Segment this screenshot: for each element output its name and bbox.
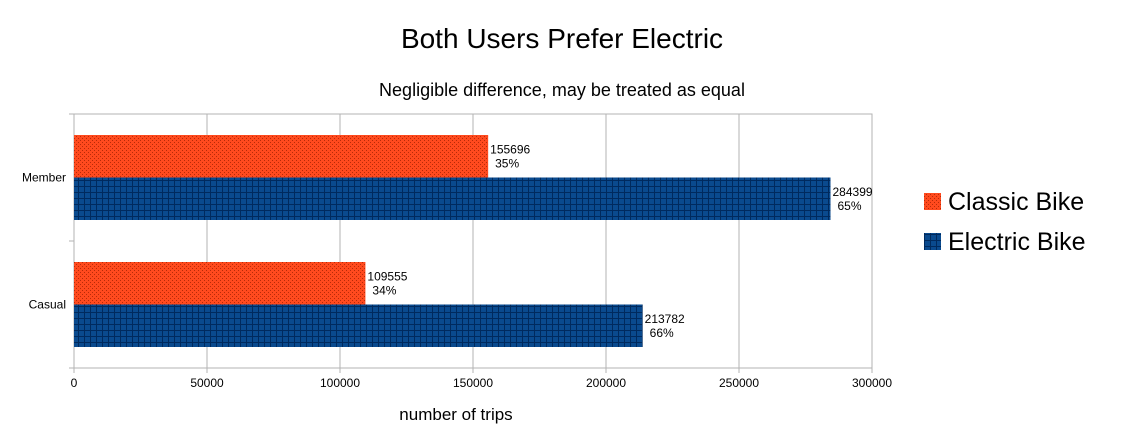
data-label-percent: 35% [495,156,519,170]
y-category-label: Member [22,171,66,185]
data-label-value: 284399 [833,185,873,199]
bar-classic-bike [74,135,489,178]
data-label-percent: 34% [372,283,396,297]
data-label-value: 155696 [490,142,530,156]
data-label-value: 213782 [645,312,685,326]
x-tick-label: 200000 [586,376,626,390]
legend: Classic Bike Electric Bike [924,188,1086,256]
x-tick-label: 100000 [320,376,360,390]
data-label-percent: 66% [650,326,674,340]
x-tick-label: 0 [71,376,78,390]
legend-label: Electric Bike [948,228,1086,256]
bar-classic-bike [74,262,366,305]
legend-swatch [924,233,941,250]
legend-label: Classic Bike [948,188,1084,216]
x-tick-label: 150000 [453,376,493,390]
legend-swatch [924,193,941,210]
chart-title: Both Users Prefer Electric [401,23,723,54]
bar-electric-bike [74,177,831,220]
chart-subtitle: Negligible difference, may be treated as… [379,80,745,100]
plot-area: 0 50000 100000 150000 200000 250000 300000 Memb… [22,113,892,390]
x-axis-label: number of trips [399,405,512,424]
bar-electric-bike [74,304,643,347]
x-tick-label: 250000 [719,376,759,390]
data-label-percent: 65% [837,199,861,213]
data-label-value: 109555 [367,269,407,283]
x-tick-label: 300000 [852,376,892,390]
y-category-label: Casual [29,298,66,312]
x-tick-label: 50000 [190,376,224,390]
